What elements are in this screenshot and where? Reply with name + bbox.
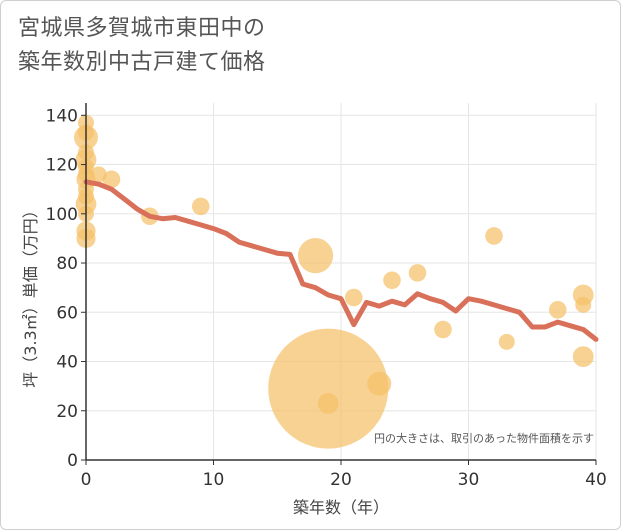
x-tick-label: 10 [203,470,225,490]
data-point [102,170,121,189]
data-point [383,271,401,290]
data-point [408,264,427,282]
x-tick-label: 20 [330,470,352,490]
data-point [498,333,515,350]
data-point [367,371,392,396]
chart-title-line-2: 築年数別中古戸建て価格 [18,50,266,75]
data-point [317,392,339,414]
data-point [575,296,592,313]
grid-lines [86,103,597,460]
data-point [268,328,389,449]
x-tick-labels: 0 10 20 30 40 [81,460,607,490]
trend-line-group [83,179,599,342]
y-tick-label: 100 [46,205,78,225]
x-tick-label: 0 [81,470,92,490]
x-axis-label: 築年数（年） [293,498,389,517]
data-point [485,227,503,245]
bubble-size-note: 円の大きさは、取引のあった物件面積を示す [374,431,594,445]
chart-title: 宮城県多賀城市東田中の 築年数別中古戸建て価格 [18,12,266,80]
data-point [434,320,452,339]
y-tick-label: 20 [56,402,78,422]
data-point [297,238,334,274]
y-tick-label: 120 [46,156,78,176]
trend-line [83,179,599,342]
y-tick-label: 140 [46,106,78,126]
y-tick-label: 0 [67,451,78,471]
data-point [344,288,363,307]
data-point [191,197,210,216]
data-point [572,346,594,367]
y-axis-label: 坪（3.3㎡）単価（万円） [21,202,40,387]
x-tick-label: 40 [585,470,607,490]
y-tick-label: 80 [56,254,78,274]
chart-title-line-1: 宮城県多賀城市東田中の [18,16,266,41]
bubble-series [74,114,594,449]
y-tick-label: 60 [56,303,78,323]
y-tick-label: 40 [56,353,78,373]
y-tick-labels: 0 20 40 60 80 100 120 140 [46,106,86,471]
data-point [548,301,567,319]
x-tick-label: 30 [458,470,480,490]
